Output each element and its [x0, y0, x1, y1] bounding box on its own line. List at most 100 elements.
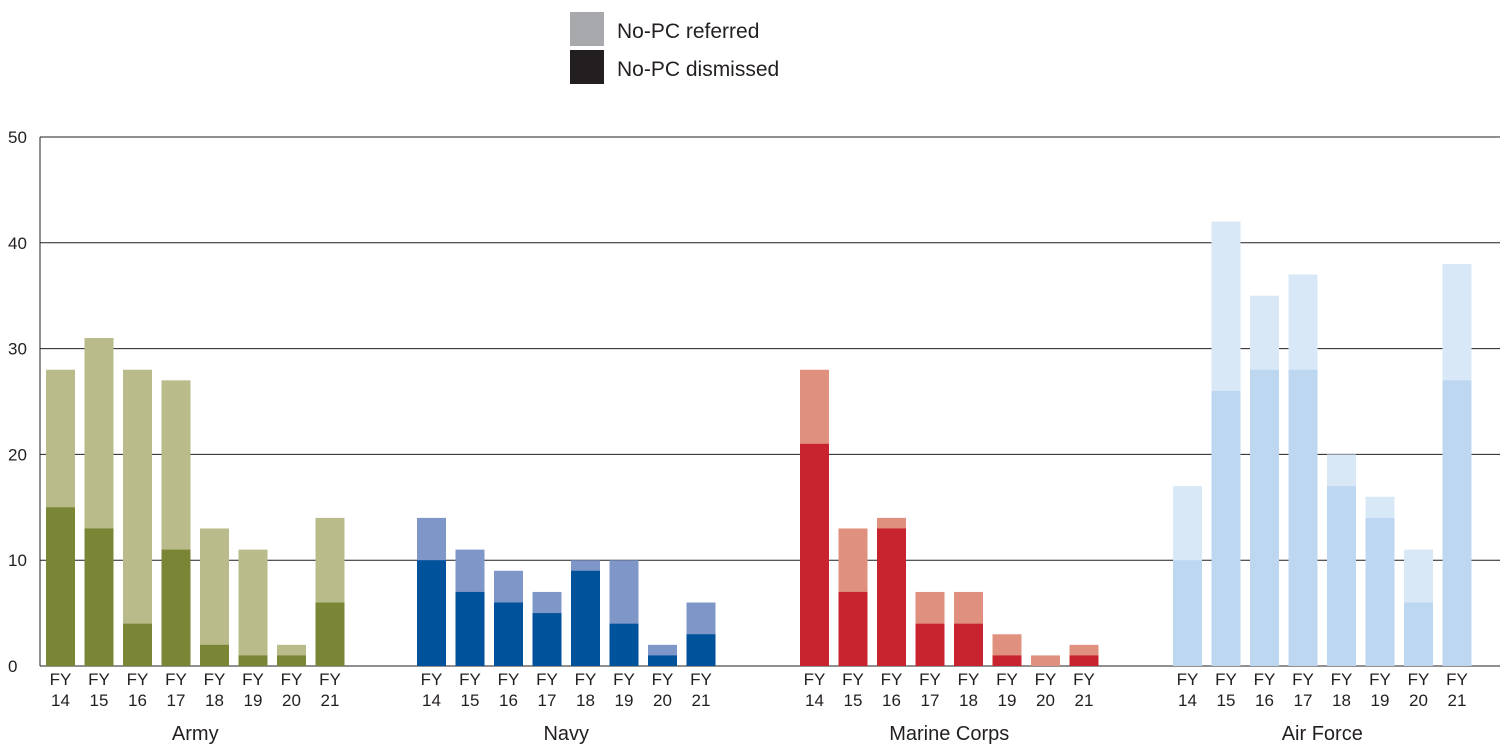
x-tick-label-air-force-FY14-prefix: FY: [1177, 670, 1199, 689]
x-tick-label-air-force-FY19-prefix: FY: [1369, 670, 1391, 689]
x-tick-label-army-FY17-year: 17: [167, 691, 186, 710]
bar-navy-FY17-dismissed: [532, 613, 562, 666]
y-tick-label-40: 40: [8, 234, 27, 253]
bar-marine-corps-FY14-dismissed: [800, 443, 829, 666]
x-tick-label-marine-corps-FY14-prefix: FY: [804, 670, 826, 689]
bar-army-FY20-dismissed: [277, 655, 306, 666]
y-tick-label-30: 30: [8, 340, 27, 359]
x-tick-label-army-FY21-prefix: FY: [319, 670, 341, 689]
bar-marine-corps-FY15-dismissed: [838, 591, 868, 666]
bar-air-force-FY19-dismissed: [1365, 517, 1395, 666]
x-tick-label-marine-corps-FY21-prefix: FY: [1073, 670, 1095, 689]
x-tick-label-navy-FY16-prefix: FY: [498, 670, 520, 689]
x-tick-label-air-force-FY20-year: 20: [1409, 691, 1428, 710]
x-tick-label-navy-FY15-year: 15: [461, 691, 480, 710]
x-tick-label-army-FY18-year: 18: [205, 691, 224, 710]
x-tick-label-air-force-FY17-prefix: FY: [1292, 670, 1314, 689]
bar-marine-corps-FY16-dismissed: [877, 528, 906, 666]
bar-army-FY16-referred: [123, 369, 152, 666]
y-tick-label-0: 0: [8, 657, 17, 676]
x-tick-label-army-FY15-year: 15: [90, 691, 109, 710]
x-tick-label-marine-corps-FY20-year: 20: [1036, 691, 1055, 710]
x-tick-label-army-FY18-prefix: FY: [204, 670, 226, 689]
x-tick-label-navy-FY19-prefix: FY: [613, 670, 635, 689]
bar-marine-corps-FY21-dismissed: [1069, 655, 1099, 666]
x-tick-label-marine-corps-FY15-prefix: FY: [842, 670, 864, 689]
bar-air-force-FY21-dismissed: [1442, 380, 1472, 666]
group-label-air-force: Air Force: [1282, 723, 1363, 745]
x-tick-label-marine-corps-FY19-year: 19: [998, 691, 1017, 710]
x-tick-label-air-force-FY21-year: 21: [1448, 691, 1467, 710]
x-axis-labels: FY 14 FY 15 FY 16 FY 17 FY 18 FY 19 FY 20 FY 21 Army FY 14…: [50, 670, 1468, 745]
x-tick-label-navy-FY21-year: 21: [692, 691, 711, 710]
x-tick-label-air-force-FY18-prefix: FY: [1331, 670, 1353, 689]
bar-navy-FY15-dismissed: [455, 591, 485, 666]
x-tick-label-marine-corps-FY16-year: 16: [882, 691, 901, 710]
x-tick-label-army-FY21-year: 21: [321, 691, 340, 710]
bar-army-FY18-dismissed: [200, 644, 229, 666]
bars: [46, 221, 1472, 666]
bar-navy-FY19-dismissed: [609, 623, 639, 666]
legend-label-dismissed: No-PC dismissed: [617, 58, 779, 81]
x-tick-label-air-force-FY15-year: 15: [1217, 691, 1236, 710]
x-tick-label-army-FY20-prefix: FY: [281, 670, 303, 689]
bar-army-FY21-dismissed: [315, 602, 345, 666]
bar-marine-corps-FY19-dismissed: [992, 655, 1022, 666]
x-tick-label-army-FY14-year: 14: [51, 691, 70, 710]
bar-army-FY14-dismissed: [46, 507, 75, 666]
x-tick-label-navy-FY14-prefix: FY: [421, 670, 443, 689]
x-tick-label-navy-FY18-prefix: FY: [575, 670, 597, 689]
x-tick-label-army-FY16-prefix: FY: [127, 670, 149, 689]
bar-marine-corps-FY17-dismissed: [915, 623, 945, 666]
bar-navy-FY14-dismissed: [417, 560, 446, 666]
bar-air-force-FY17-dismissed: [1288, 369, 1318, 666]
x-tick-label-air-force-FY18-year: 18: [1332, 691, 1351, 710]
x-tick-label-navy-FY17-year: 17: [538, 691, 557, 710]
x-tick-label-army-FY16-year: 16: [128, 691, 147, 710]
bar-navy-FY16-dismissed: [494, 602, 523, 666]
x-tick-label-navy-FY16-year: 16: [499, 691, 518, 710]
x-tick-label-navy-FY20-year: 20: [653, 691, 672, 710]
x-tick-label-air-force-FY16-prefix: FY: [1254, 670, 1276, 689]
legend-swatch-referred: [570, 12, 604, 46]
bar-army-FY16-dismissed: [123, 623, 152, 666]
bar-navy-FY21-dismissed: [686, 634, 716, 666]
x-tick-label-navy-FY14-year: 14: [422, 691, 441, 710]
x-tick-label-army-FY19-year: 19: [244, 691, 263, 710]
x-tick-label-marine-corps-FY19-prefix: FY: [996, 670, 1018, 689]
bar-air-force-FY18-dismissed: [1327, 486, 1356, 666]
legend-swatch-dismissed: [570, 50, 604, 84]
bar-air-force-FY20-dismissed: [1404, 602, 1433, 666]
legend: No-PC referred No-PC dismissed: [570, 12, 779, 84]
x-tick-label-navy-FY18-year: 18: [576, 691, 595, 710]
bar-air-force-FY16-dismissed: [1250, 369, 1279, 666]
bar-army-FY18-referred: [200, 528, 229, 666]
y-tick-label-10: 10: [8, 551, 27, 570]
x-tick-label-army-FY20-year: 20: [282, 691, 301, 710]
bar-army-FY15-dismissed: [84, 528, 114, 666]
x-tick-label-air-force-FY19-year: 19: [1371, 691, 1390, 710]
x-tick-label-marine-corps-FY17-prefix: FY: [919, 670, 941, 689]
x-tick-label-air-force-FY14-year: 14: [1178, 691, 1197, 710]
x-tick-label-army-FY19-prefix: FY: [242, 670, 264, 689]
y-tick-label-50: 50: [8, 128, 27, 147]
legend-label-referred: No-PC referred: [617, 20, 759, 43]
bar-army-FY17-dismissed: [161, 549, 191, 666]
group-label-navy: Navy: [543, 723, 589, 745]
bar-army-FY19-referred: [238, 549, 268, 666]
bar-navy-FY20-dismissed: [648, 655, 677, 666]
y-tick-label-20: 20: [8, 445, 27, 464]
x-tick-label-navy-FY19-year: 19: [615, 691, 634, 710]
group-label-army: Army: [172, 723, 219, 745]
x-tick-label-marine-corps-FY16-prefix: FY: [881, 670, 903, 689]
x-tick-label-navy-FY20-prefix: FY: [652, 670, 674, 689]
x-tick-label-army-FY17-prefix: FY: [165, 670, 187, 689]
x-tick-label-navy-FY21-prefix: FY: [690, 670, 712, 689]
x-tick-label-army-FY15-prefix: FY: [88, 670, 110, 689]
x-tick-label-air-force-FY17-year: 17: [1294, 691, 1313, 710]
x-tick-label-air-force-FY20-prefix: FY: [1408, 670, 1430, 689]
x-tick-label-air-force-FY16-year: 16: [1255, 691, 1274, 710]
x-tick-label-marine-corps-FY18-year: 18: [959, 691, 978, 710]
x-tick-label-marine-corps-FY14-year: 14: [805, 691, 824, 710]
